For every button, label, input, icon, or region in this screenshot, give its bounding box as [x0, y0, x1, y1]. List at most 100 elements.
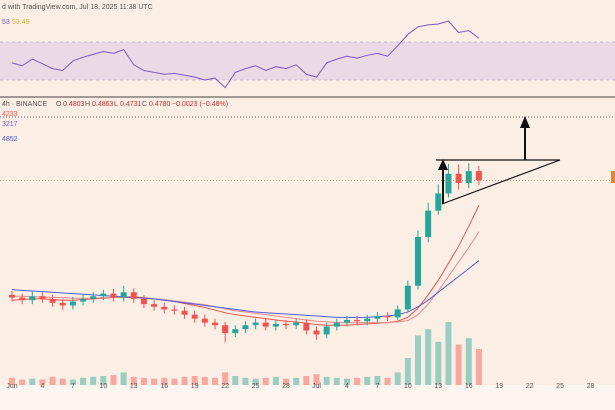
volume-bar — [364, 376, 371, 385]
x-tick-label: 4 — [345, 383, 349, 390]
candle-body — [293, 322, 300, 326]
rsi-ma-label: 53.49 — [12, 19, 30, 26]
x-tick-label: Jun — [6, 383, 17, 390]
legend-o: O — [56, 101, 62, 108]
volume-bar — [465, 338, 472, 385]
volume-bar — [384, 377, 391, 385]
volume-bar — [232, 376, 239, 385]
arrow-head — [520, 116, 530, 128]
rsi-line — [11, 20, 480, 89]
volume-bar — [262, 377, 269, 385]
volume-bar — [80, 377, 87, 385]
x-tick-label: 7 — [71, 383, 75, 390]
candle-body — [475, 171, 482, 181]
volume-bar — [272, 376, 279, 385]
volume-bar — [151, 378, 158, 385]
candle-body — [262, 322, 269, 327]
moving-average — [11, 205, 480, 326]
volume-bar — [90, 376, 97, 385]
ma-label: 3217 — [2, 121, 18, 128]
candle-body — [313, 330, 320, 335]
volume-bar — [59, 378, 66, 385]
candle-body — [212, 322, 218, 326]
x-tick-label: 28 — [282, 383, 290, 390]
candle-body — [171, 309, 178, 311]
x-tick-label: 22 — [526, 383, 534, 390]
volume-bar — [293, 377, 300, 385]
candle-body — [100, 293, 107, 297]
candle-body — [303, 322, 310, 331]
arrow-head — [438, 159, 448, 170]
volume-bar — [181, 376, 188, 385]
volume-bar — [252, 378, 259, 385]
volume-bar — [404, 358, 411, 385]
ma-label: 4233 — [2, 111, 18, 118]
volume-bar — [49, 376, 56, 385]
x-tick-label: 19 — [495, 383, 503, 390]
volume-bar — [313, 374, 320, 385]
volume-bar — [343, 378, 350, 385]
volume-bar — [110, 375, 117, 385]
volume-bar — [19, 379, 26, 385]
candle-body — [343, 319, 350, 323]
candle-body — [90, 296, 97, 299]
volume-bar — [354, 377, 361, 385]
legend-change: −0.0023 (−0.48%) — [172, 101, 228, 108]
rsi-band — [0, 42, 615, 80]
candle-body — [323, 326, 330, 335]
legend: 4h · BINANCE O 0.4803 H 0.4863 L 0.4731 … — [2, 101, 228, 143]
ma-label: 4852 — [2, 136, 18, 143]
legend-c-value: 0.4780 — [149, 101, 171, 108]
x-tick-label: 25 — [252, 383, 260, 390]
volume-bar — [9, 377, 15, 385]
candle-body — [222, 325, 229, 334]
annotations — [436, 116, 561, 205]
x-tick-label: 13 — [130, 383, 138, 390]
volume-bar — [69, 379, 76, 385]
x-tick-label: 19 — [191, 383, 199, 390]
volume-bar — [191, 376, 198, 385]
x-tick-label: 22 — [221, 383, 229, 390]
candle-body — [465, 171, 472, 183]
volume-bar — [29, 378, 36, 385]
candle-body — [110, 293, 117, 298]
price-marker — [611, 171, 615, 183]
candle-body — [333, 322, 340, 327]
volume-bar — [242, 377, 249, 385]
volume-bar — [283, 378, 290, 385]
plot: Jun 4 7 10 13 16 19 22 25 28 Jul 4 7 10 13 16 19 22 25 28 — [0, 20, 615, 390]
legend-l-value: 0.4731 — [120, 101, 142, 108]
candle-body — [384, 316, 391, 318]
x-tick-label: 10 — [404, 383, 412, 390]
moving-average — [12, 231, 480, 324]
rsi-label: 53 — [2, 19, 10, 26]
legend-h: H — [85, 101, 90, 108]
candle-body — [374, 316, 381, 319]
x-axis-strip — [0, 385, 615, 410]
candle-body — [161, 306, 168, 310]
trend-line — [441, 159, 561, 205]
x-tick-label: 16 — [160, 383, 168, 390]
x-tick-label: 13 — [434, 383, 442, 390]
candle-body — [232, 329, 239, 334]
candle-body — [191, 314, 198, 319]
credit: d with TradingView.com, Jul 18, 2025 11:… — [2, 4, 153, 11]
volume-bar — [39, 379, 46, 385]
volume-bar — [130, 376, 137, 385]
volume-bar — [323, 376, 330, 385]
volume-bar — [374, 376, 381, 385]
volume-bar — [303, 376, 310, 385]
candle-body — [252, 322, 259, 326]
candle-body — [394, 309, 401, 318]
volume-bar — [100, 376, 107, 385]
volume-bar — [415, 335, 421, 385]
candle-body — [49, 298, 56, 303]
x-tick-label: 10 — [99, 383, 107, 390]
x-tick-label: 25 — [556, 383, 564, 390]
candle-body — [151, 304, 158, 307]
candle-body — [120, 292, 127, 298]
candle-body — [9, 294, 15, 298]
legend-h-value: 0.4863 — [92, 101, 114, 108]
